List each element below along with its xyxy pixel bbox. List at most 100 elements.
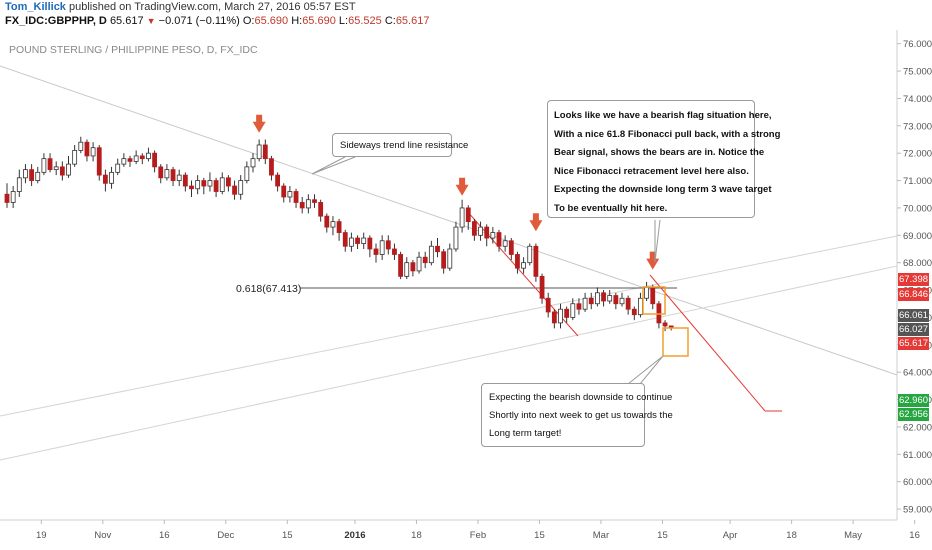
last-price: 65.617 xyxy=(109,15,144,27)
candle xyxy=(293,188,299,208)
candle-body xyxy=(576,303,582,310)
candle-body xyxy=(551,311,557,324)
high-value: 65.690 xyxy=(302,15,336,27)
candle-body xyxy=(324,215,330,228)
candle xyxy=(47,153,53,173)
publish-text: published on TradingView.com, March 27, … xyxy=(69,1,356,13)
candle xyxy=(416,251,422,274)
candle xyxy=(232,180,237,200)
candle-body xyxy=(613,295,619,305)
candle-body xyxy=(29,169,35,181)
candle-body xyxy=(4,193,10,203)
candle xyxy=(72,144,78,167)
callout-bottom-line: Long term target! xyxy=(489,428,562,439)
candle-body xyxy=(201,180,207,187)
candle-body xyxy=(53,166,59,171)
candle-body xyxy=(189,185,194,190)
candle-body xyxy=(96,147,102,176)
author-link[interactable]: Tom_Killick xyxy=(5,1,66,13)
candle xyxy=(244,161,250,184)
channel-lower-line[interactable] xyxy=(0,265,898,461)
x-tick-label: Apr xyxy=(723,530,738,541)
candle-body xyxy=(275,174,281,187)
candle-body xyxy=(355,237,360,244)
candle xyxy=(595,287,600,307)
candle xyxy=(225,175,231,192)
candle xyxy=(195,175,201,195)
symbol-label: FX_IDC:GBPPHP, D xyxy=(5,15,107,27)
price-tag: 66.061 xyxy=(898,309,929,323)
candle xyxy=(78,136,84,154)
y-tick-label: 59.000 xyxy=(903,505,932,516)
candle-body xyxy=(176,174,182,181)
candle-body xyxy=(146,152,151,160)
candle xyxy=(588,292,594,310)
candle xyxy=(53,161,59,176)
candle xyxy=(521,257,526,274)
candle xyxy=(355,235,360,249)
candle-body xyxy=(72,150,78,165)
candle-body xyxy=(533,245,539,277)
candle xyxy=(59,161,65,181)
candle xyxy=(103,169,108,192)
candle xyxy=(361,232,367,249)
candle-body xyxy=(164,169,170,179)
x-tick-label: 18 xyxy=(786,530,797,541)
candle-body xyxy=(244,166,250,181)
candle-body xyxy=(133,155,139,162)
candle xyxy=(275,172,281,192)
candle xyxy=(90,142,96,162)
candle-body xyxy=(225,177,231,187)
price-chart[interactable]: POUND STERLING / PHILIPPINE PESO, D, FX_… xyxy=(0,30,932,550)
candle xyxy=(502,235,508,252)
candle-body xyxy=(238,180,244,195)
candle xyxy=(176,169,182,187)
x-tick-label: 15 xyxy=(534,530,545,541)
open-label: O: xyxy=(242,15,255,27)
callout-bearish-flag: Looks like we have a bearish flag situat… xyxy=(547,100,780,218)
candle xyxy=(570,298,576,321)
candle-body xyxy=(250,158,256,168)
candle xyxy=(41,153,47,176)
candle-body xyxy=(588,297,594,305)
candle xyxy=(367,235,373,258)
y-tick-label: 68.000 xyxy=(903,258,932,269)
time-axis[interactable]: 19 Nov 16 Dec 15 2016 18 Feb 15 Mar 15 Apr 18 May 16 xyxy=(36,520,920,541)
candle xyxy=(182,172,188,192)
candle-body xyxy=(342,232,348,247)
candle-body xyxy=(312,199,317,203)
candle-body xyxy=(379,240,385,255)
x-tick-label: 18 xyxy=(411,530,422,541)
y-tick-label: 64.000 xyxy=(903,368,932,379)
x-tick-label: 16 xyxy=(159,530,170,541)
candle-body xyxy=(170,169,176,181)
candle xyxy=(250,153,256,173)
candle-body xyxy=(348,237,354,247)
target-projection-line[interactable] xyxy=(649,274,766,412)
candle-body xyxy=(638,297,643,316)
candle-body xyxy=(213,180,219,192)
candle xyxy=(441,248,447,274)
candle xyxy=(336,218,342,241)
candle xyxy=(385,235,391,255)
candle xyxy=(219,172,225,195)
candle xyxy=(379,235,385,260)
candle-body xyxy=(428,245,434,264)
publish-line: Tom_Killick published on TradingView.com… xyxy=(5,1,356,13)
x-tick-label: 15 xyxy=(657,530,668,541)
candle-body xyxy=(582,297,588,310)
candle-body xyxy=(385,240,391,250)
candle xyxy=(428,240,434,266)
resistance-trendline[interactable] xyxy=(0,65,898,376)
candle xyxy=(545,292,551,318)
x-tick-label: 2016 xyxy=(344,530,365,541)
channel-upper-line[interactable] xyxy=(0,235,898,417)
candle-body xyxy=(47,158,53,171)
candle-body xyxy=(453,226,459,250)
down-arrow-icon xyxy=(455,177,469,196)
candle xyxy=(213,177,219,197)
candle-body xyxy=(41,158,47,173)
x-tick-label: May xyxy=(844,530,862,541)
candle xyxy=(324,213,330,233)
candle xyxy=(348,232,354,252)
